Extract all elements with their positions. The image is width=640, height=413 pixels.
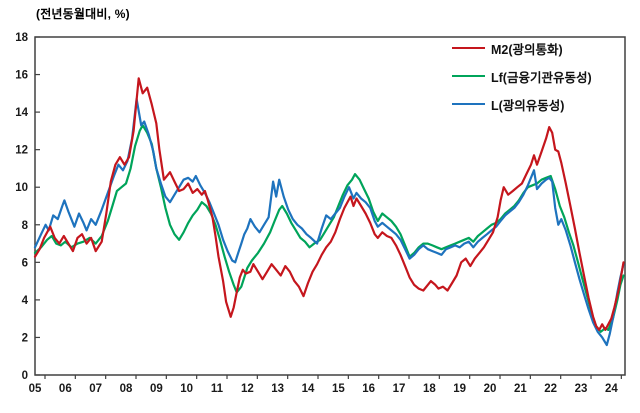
x-axis-label: 10 (180, 383, 193, 395)
x-axis-label: 23 (575, 383, 588, 395)
x-axis-label: 24 (605, 383, 618, 395)
x-axis-label: 12 (241, 383, 254, 395)
y-axis-label: 14 (15, 107, 28, 119)
y-axis-label: 18 (15, 32, 28, 44)
chart-legend: M2(광의통화) Lf(금융기관유동성) L(광의유동성) (452, 34, 592, 118)
x-axis-label: 21 (514, 383, 527, 395)
y-axis-label: 6 (22, 257, 28, 269)
y-axis-label: 10 (15, 182, 28, 194)
x-axis-label: 19 (453, 383, 466, 395)
y-axis-label: 0 (22, 370, 28, 382)
legend-item-lf: Lf(금융기관유동성) (452, 62, 592, 90)
lf-line-swatch (452, 75, 485, 77)
x-axis-label: 13 (271, 383, 284, 395)
legend-item-l: L(광의유동성) (452, 90, 592, 118)
series-line-L(광의유동성) (33, 97, 625, 347)
x-axis-label: 17 (393, 383, 406, 395)
x-axis-label: 22 (544, 383, 557, 395)
y-axis-label: 4 (22, 295, 29, 307)
x-axis-label: 05 (29, 383, 42, 395)
plot-border (34, 36, 626, 376)
x-axis-label: 06 (59, 383, 72, 395)
x-axis-label: 20 (484, 383, 497, 395)
m2-line-swatch (452, 47, 485, 49)
x-axis-label: 08 (120, 383, 133, 395)
legend-label-lf: Lf(금융기관유동성) (491, 70, 592, 85)
y-axis-label: 2 (22, 332, 28, 344)
x-axis-label: 11 (211, 383, 224, 395)
y-axis-label: 16 (15, 70, 28, 82)
x-axis-label: 15 (332, 383, 345, 395)
x-axis-label: 07 (89, 383, 102, 395)
series-line-Lf(금융기관유동성) (33, 124, 625, 333)
x-axis-label: 14 (302, 383, 315, 395)
x-axis-label: 18 (423, 383, 436, 395)
legend-label-l: L(광의유동성) (491, 98, 565, 113)
series-line-M2(광의통화) (33, 77, 625, 331)
chart-title: (전년동월대비, %) (36, 7, 130, 21)
legend-label-m2: M2(광의통화) (491, 42, 563, 57)
y-axis-label: 12 (15, 145, 28, 157)
legend-item-m2: M2(광의통화) (452, 34, 592, 62)
l-line-swatch (452, 103, 485, 105)
y-axis-label: 8 (22, 220, 29, 232)
x-axis-label: 16 (362, 383, 375, 395)
x-axis-label: 09 (150, 383, 163, 395)
